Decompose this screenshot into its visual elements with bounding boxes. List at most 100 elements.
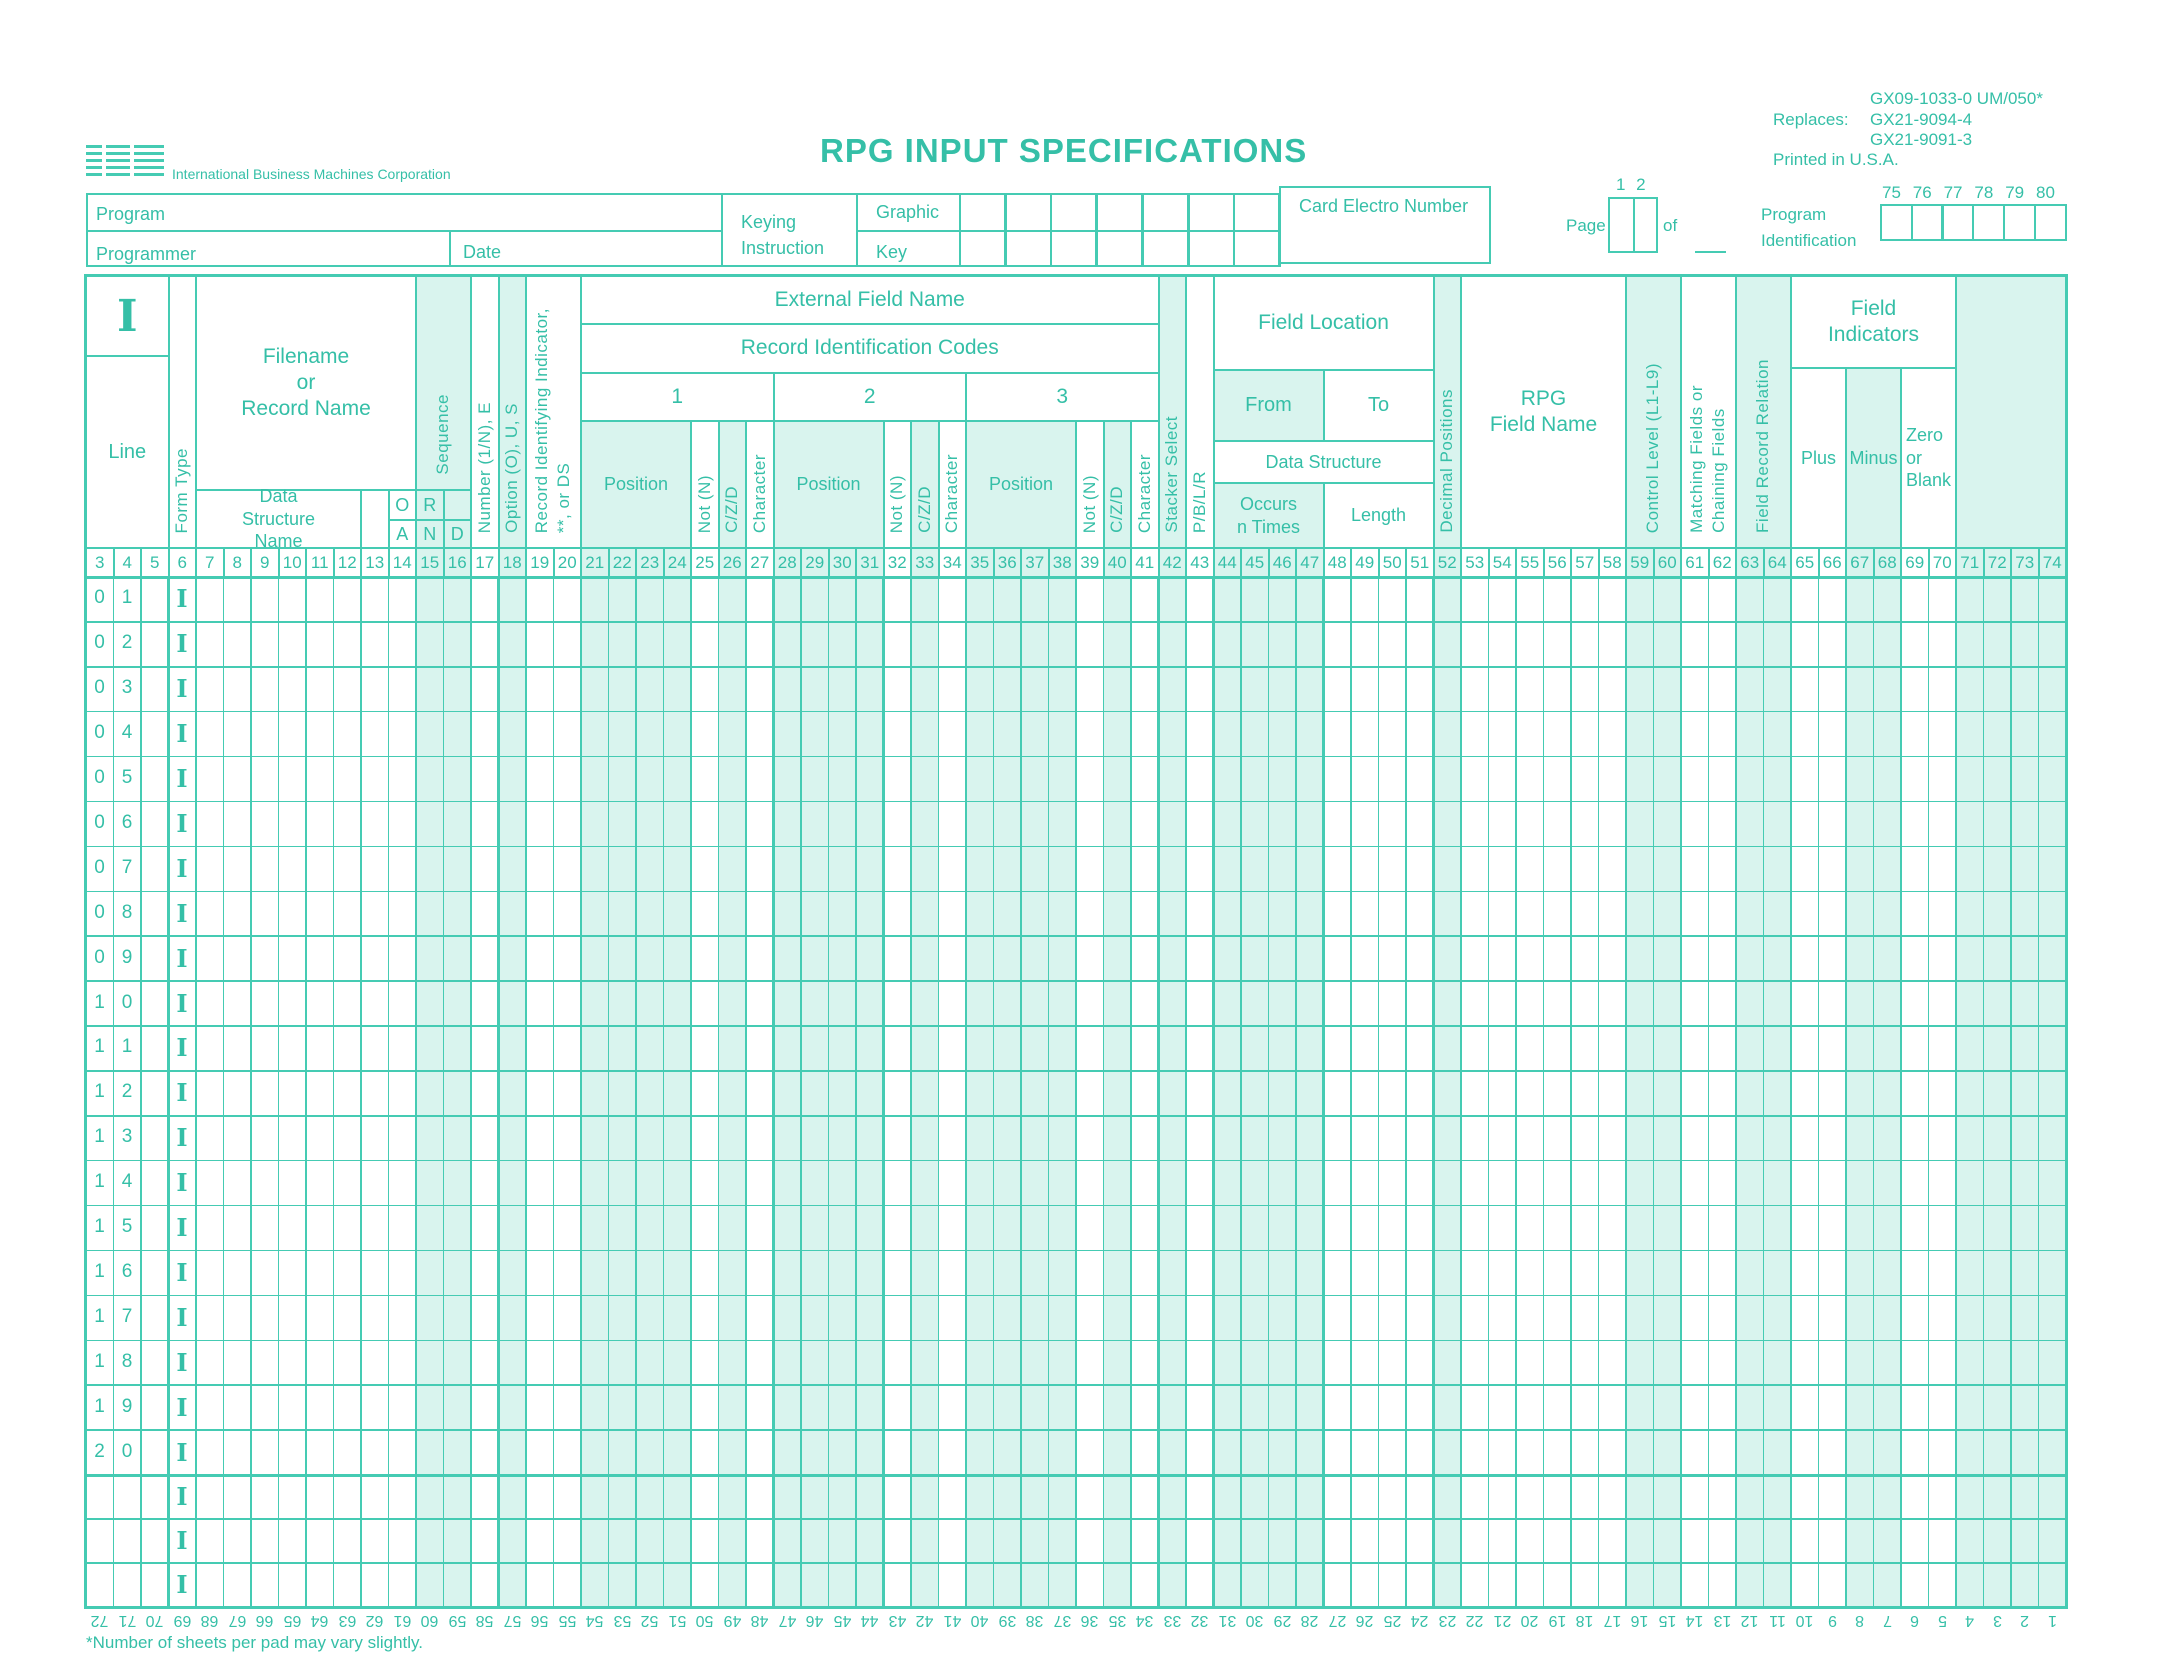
length-header: Length [1323,483,1434,548]
line-number-tens: 1 [94,1126,105,1148]
reverse-column-number: 35 [1108,1612,1126,1629]
column-number-label: 73 [2015,552,2035,572]
graphic-box[interactable] [1187,193,1235,232]
reverse-column-number: 43 [888,1612,906,1629]
grid-column-line [1377,577,1380,1607]
graphic-box[interactable] [959,193,1006,232]
program-id-box[interactable] [2003,204,2036,241]
shaded-column [1626,577,1654,1607]
key-box[interactable] [1187,230,1235,267]
graphic-box[interactable] [1096,193,1144,232]
column-number-label: 11 [310,552,329,572]
key-box[interactable] [959,230,1006,267]
form-row[interactable]: I [86,1475,2066,1519]
programmer-field[interactable]: Programmer [86,230,451,267]
program-id-box[interactable] [1880,204,1913,241]
grid-column-line [689,577,693,1607]
page-number-field[interactable] [1608,197,1658,253]
column-number: 67 [1846,548,1874,577]
program-id-box[interactable] [1910,204,1944,241]
graphic-box[interactable] [1004,193,1052,232]
length-header-label: Length [1350,505,1407,526]
program-id-box[interactable] [2034,204,2067,241]
reverse-column-number: 15 [1658,1612,1676,1629]
program-id-box[interactable] [1972,204,2005,241]
form-row[interactable]: I [86,1519,2066,1563]
grid-column-line [1212,577,1215,1607]
grid-column-line [1679,577,1683,1607]
grid-row-line [86,666,2066,668]
shaded-column [1983,577,2011,1607]
column-number-label: 51 [1410,552,1430,572]
programmer-label: Programmer [96,244,197,264]
grid-row-line [86,845,2066,848]
card-electro-number-field[interactable]: Card Electro Number [1279,186,1491,264]
form-type-value: I [176,629,188,659]
column-number: 7 [196,548,224,577]
program-id-column-number: 77 [1943,183,1963,202]
column-number: 50 [1378,548,1406,577]
column-number-label: 37 [1025,552,1045,572]
column-number-label: 43 [1190,552,1210,572]
column-number-label: 59 [1630,552,1650,572]
reverse-column-number: 4 [1965,1612,1974,1629]
grid-row-line [86,621,2066,623]
reverse-column-number: 52 [640,1612,659,1629]
czd-header: C/Z/D [1103,421,1131,548]
grid-column-line [964,577,968,1607]
occurs-header: Occurs n Times [1213,483,1324,548]
key-box[interactable] [1004,230,1052,267]
column-number-label: 31 [860,552,880,572]
line-number-units: 9 [121,946,133,968]
footnote: *Number of sheets per pad may vary sligh… [86,1633,423,1652]
column-number: 66 [1818,548,1846,577]
graphic-box[interactable] [1141,193,1189,232]
key-box[interactable] [1233,230,1281,267]
grid-column-line [1652,577,1655,1607]
line-number-tens: 1 [94,1081,105,1103]
column-number: 37 [1021,548,1049,577]
program-id-box[interactable] [1941,204,1975,241]
form-type-value: I [176,1392,188,1422]
key-box[interactable] [1050,230,1098,267]
column-number: 5 [141,548,169,577]
reverse-column-number: 28 [1300,1612,1319,1629]
line-number-tens: 1 [94,1171,105,1193]
graphic-box[interactable] [1050,193,1098,232]
column-number-label: 7 [205,552,215,572]
column-number-label: 67 [1850,552,1870,572]
key-box[interactable] [1141,230,1189,267]
form-row[interactable]: I [86,1563,2066,1607]
column-number-label: 33 [915,552,935,572]
page-total-field[interactable] [1695,251,1726,253]
column-number: 59 [1626,548,1654,577]
line-number-tens: 0 [94,632,105,654]
shaded-column [1048,577,1076,1607]
graphic-box[interactable] [1233,193,1281,232]
key-box[interactable] [1096,230,1144,267]
date-field[interactable]: Date [449,230,723,267]
or-o: O [388,490,416,520]
line-number-units: 0 [121,1440,133,1462]
program-field[interactable]: Program [86,193,723,232]
